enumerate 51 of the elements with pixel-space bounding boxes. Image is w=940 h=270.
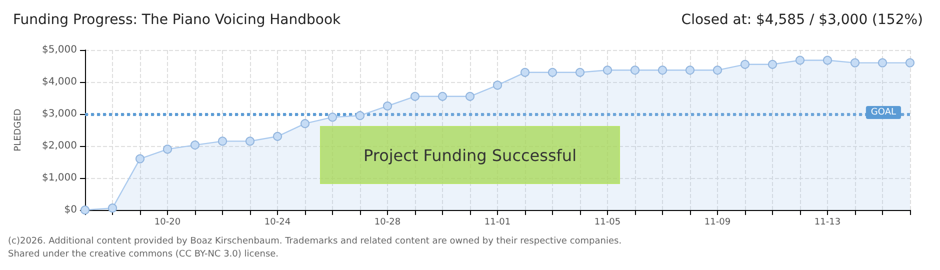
point — [218, 136, 227, 146]
point — [190, 140, 200, 150]
point — [686, 66, 694, 75]
x-tick-label: 10-20 — [154, 218, 181, 228]
point — [136, 154, 144, 164]
chart-title: Funding Progress: The Piano Voicing Handbook — [13, 12, 342, 28]
point — [576, 68, 584, 77]
text: Shared under the creative commons (CC BY-NC 3.0) license. — [8, 250, 279, 260]
point — [850, 58, 860, 68]
x-tick-label: 11-01 — [484, 218, 511, 228]
point — [383, 102, 392, 110]
point — [796, 56, 804, 65]
point — [300, 119, 310, 128]
banner: Project Funding Successful — [320, 126, 620, 184]
x-tick-label: 10-28 — [374, 218, 401, 228]
text: (c)2026. Additional content provided by Boaz Kirschenbaum. Trademarks and related content are owned by their respective companies. — [8, 236, 622, 246]
point — [520, 68, 530, 77]
point — [273, 132, 282, 141]
ref-line-label: GOAL — [870, 108, 896, 118]
point — [658, 66, 667, 75]
point — [108, 204, 117, 213]
point — [548, 68, 557, 77]
point — [466, 92, 474, 101]
x-tick-label: 11-05 — [594, 218, 621, 228]
x-tick-label: 11-13 — [814, 218, 841, 228]
point — [410, 92, 420, 101]
point — [356, 111, 364, 120]
point — [246, 136, 254, 146]
point — [328, 112, 337, 122]
y-tick-label: $4,000 — [42, 76, 77, 88]
y-tick-label: $5,000 — [42, 44, 77, 56]
x-tick-label: 10-24 — [264, 218, 291, 228]
point — [768, 60, 777, 69]
point — [163, 144, 172, 154]
point — [878, 58, 887, 68]
y-tick-label: $3,000 — [42, 108, 77, 120]
point — [438, 92, 447, 101]
point — [493, 80, 502, 90]
point — [713, 66, 722, 75]
annotation: Project Funding Successful — [363, 146, 577, 164]
chart-subtitle: Closed at: $4,585 / $3,000 (152%) — [681, 12, 924, 28]
x-tick-label: 11-09 — [704, 218, 731, 228]
y-tick-label: $2,000 — [42, 140, 77, 152]
point — [630, 66, 640, 75]
point — [603, 66, 612, 75]
y-axis-title: PLEDGED — [14, 108, 24, 152]
point — [740, 60, 750, 69]
y-tick-label: $0 — [64, 204, 77, 216]
point — [823, 56, 832, 65]
point — [906, 58, 914, 68]
y-tick-label: $1,000 — [42, 172, 77, 184]
